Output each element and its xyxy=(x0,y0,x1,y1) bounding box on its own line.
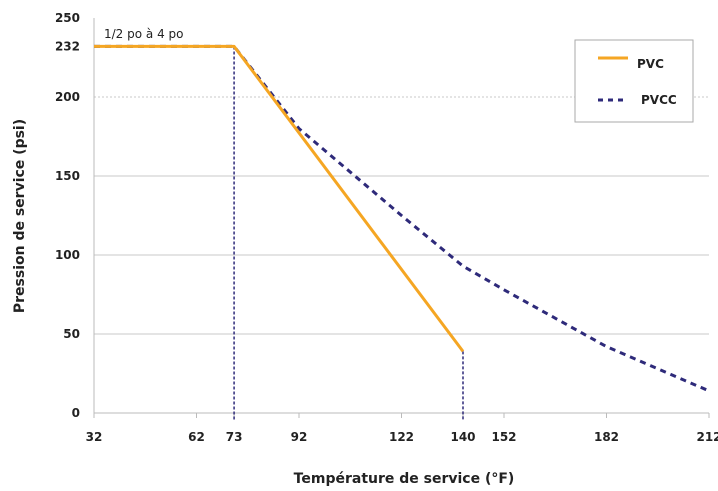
y-axis-title: Pression de service (psi) xyxy=(12,119,28,313)
y-tick-label-250: 250 xyxy=(55,11,80,25)
x-tick-labels: 32 62 73 92 122 140 152 182 212 xyxy=(86,430,718,444)
range-annotation: 1/2 po à 4 po xyxy=(104,27,183,41)
y-tick-label-200: 200 xyxy=(55,90,80,104)
y-tick-labels: 0 50 100 150 200 232 250 xyxy=(55,11,80,420)
x-tick-label-152: 152 xyxy=(491,430,516,444)
y-tick-label-150: 150 xyxy=(55,169,80,183)
y-tick-label-100: 100 xyxy=(55,248,80,262)
x-tick-label-62: 62 xyxy=(188,430,205,444)
y-tick-label-232: 232 xyxy=(55,39,80,53)
x-tick-label-32: 32 xyxy=(86,430,103,444)
x-tick-label-212: 212 xyxy=(696,430,718,444)
y-tick-label-50: 50 xyxy=(63,327,80,341)
legend-box xyxy=(574,39,694,123)
legend: PVC PVCC xyxy=(574,39,694,123)
x-axis-title: Température de service (°F) xyxy=(294,471,515,487)
x-tick-label-140: 140 xyxy=(450,430,475,444)
drop-lines xyxy=(233,46,464,421)
legend-label-pvcc: PVCC xyxy=(641,93,677,107)
y-tick-label-0: 0 xyxy=(72,406,80,420)
series-line-pvc xyxy=(94,44,465,353)
x-tick-label-122: 122 xyxy=(389,430,414,444)
x-tick-label-92: 92 xyxy=(291,430,308,444)
x-tick-label-182: 182 xyxy=(594,430,619,444)
legend-label-pvc: PVC xyxy=(637,57,664,71)
x-tick-label-73: 73 xyxy=(226,430,243,444)
series-lines xyxy=(94,44,710,393)
